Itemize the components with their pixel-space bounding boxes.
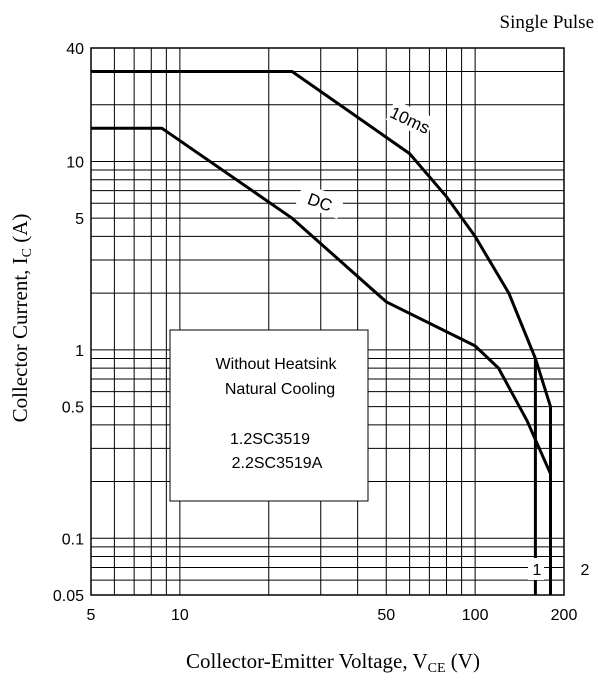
x-tick-label: 10 bbox=[171, 607, 189, 624]
curve-label-2: 2 bbox=[581, 562, 590, 579]
annotation-line-2: Natural Cooling bbox=[225, 381, 335, 398]
annotation-box bbox=[169, 329, 369, 502]
series-10ms-curve bbox=[91, 70, 552, 595]
tick-labels: 5 10 50 100 200 0.05 0.1 0.5 1 5 10 40 bbox=[53, 41, 578, 624]
chart-title: Single Pulse bbox=[500, 12, 594, 33]
annotation-line-4: 2.2SC3519A bbox=[232, 455, 323, 472]
x-tick-label: 5 bbox=[87, 607, 96, 624]
series-label-dc-bg bbox=[295, 183, 345, 219]
series-dc-curve bbox=[91, 126, 552, 595]
y-tick-label: 40 bbox=[66, 41, 84, 58]
y-tick-label: 10 bbox=[66, 154, 84, 171]
curve-label-2-bg bbox=[576, 558, 594, 580]
y-tick-label: 0.5 bbox=[62, 400, 84, 417]
annotation-text: Without Heatsink Natural Cooling 1.2SC35… bbox=[216, 356, 338, 472]
y-tick-label: 1 bbox=[75, 343, 84, 360]
plot-frame bbox=[90, 47, 565, 596]
x-tick-label: 100 bbox=[462, 607, 489, 624]
y-tick-label: 0.05 bbox=[53, 588, 84, 605]
annotation-line-3: 1.2SC3519 bbox=[230, 431, 310, 448]
annotation-line-1: Without Heatsink bbox=[216, 356, 338, 373]
x-tick-label: 200 bbox=[551, 607, 578, 624]
x-axis-label-unit: (V) bbox=[446, 649, 480, 673]
curve-label-1-bg bbox=[528, 558, 544, 580]
y-axis-label-main: Collector Current, I bbox=[8, 257, 32, 422]
x-axis-label-main: Collector-Emitter Voltage, V bbox=[186, 649, 428, 673]
y-axis-label-subscript: C bbox=[20, 248, 35, 257]
curve-label-1: 1 bbox=[533, 562, 542, 579]
y-tick-label: 5 bbox=[75, 211, 84, 228]
x-axis-label: Collector-Emitter Voltage, VCE (V) bbox=[186, 649, 480, 676]
series-label-10ms-bg bbox=[385, 99, 436, 139]
x-axis-label-subscript: CE bbox=[428, 661, 446, 676]
y-axis-label-unit: (A) bbox=[8, 214, 32, 248]
y-tick-label: 0.1 bbox=[62, 531, 84, 548]
x-tick-label: 50 bbox=[377, 607, 395, 624]
y-axis-label: Collector Current, IC (A) bbox=[8, 214, 35, 423]
